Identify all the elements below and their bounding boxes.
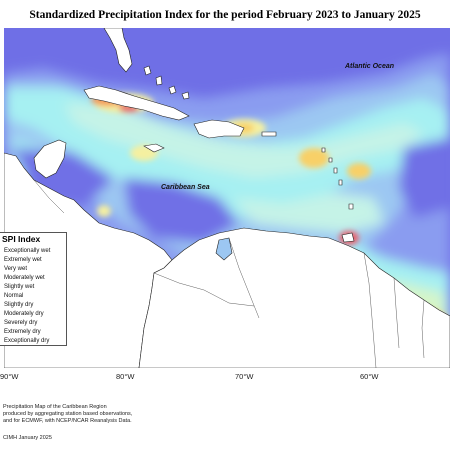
spi-map: Atlantic Ocean Caribbean Sea	[4, 28, 450, 368]
map-title: Standardized Precipitation Index for the…	[29, 9, 421, 21]
legend-item-normal: Normal	[4, 293, 24, 299]
legend-item-moderately-wet: Moderately wet	[4, 275, 45, 281]
legend-item-exceptionally-dry: Exceptionally dry	[4, 338, 50, 344]
legend-item-very-wet: Very wet	[4, 266, 28, 272]
caribbean-sea-label: Caribbean Sea	[161, 184, 210, 191]
legend-item-severely-dry: Severely dry	[4, 320, 38, 326]
footnote-credit: CIMH January 2025	[3, 435, 52, 441]
footnote-line-2: produced by aggregating station based ob…	[3, 411, 133, 417]
lon-label-90w: 90°W	[0, 372, 19, 381]
lon-label-60w: 60°W	[360, 372, 379, 381]
country-borders	[33, 179, 425, 368]
lon-label-70w: 70°W	[235, 372, 254, 381]
legend-item-slightly-wet: Slightly wet	[4, 284, 35, 290]
atlantic-ocean-label: Atlantic Ocean	[345, 63, 395, 70]
legend-item-exceptionally-wet: Exceptionally wet	[4, 248, 51, 254]
legend-item-moderately-dry: Moderately dry	[4, 311, 44, 317]
legend-title: SPI Index	[2, 234, 41, 244]
legend-item-slightly-dry: Slightly dry	[4, 302, 34, 308]
legend-item-extremely-wet: Extremely wet	[4, 257, 42, 263]
footnote-line-3: and for ECMWF, with NCEP/NCAR Reanalysis…	[3, 418, 132, 424]
map-canvas	[4, 28, 450, 368]
legend-item-extremely-dry: Extremely dry	[4, 329, 41, 335]
footnote-line-1: Precipitation Map of the Caribbean Regio…	[3, 404, 107, 410]
spi-legend: SPI Index Exceptionally wet Extremely we…	[0, 232, 67, 346]
lon-label-80w: 80°W	[116, 372, 135, 381]
